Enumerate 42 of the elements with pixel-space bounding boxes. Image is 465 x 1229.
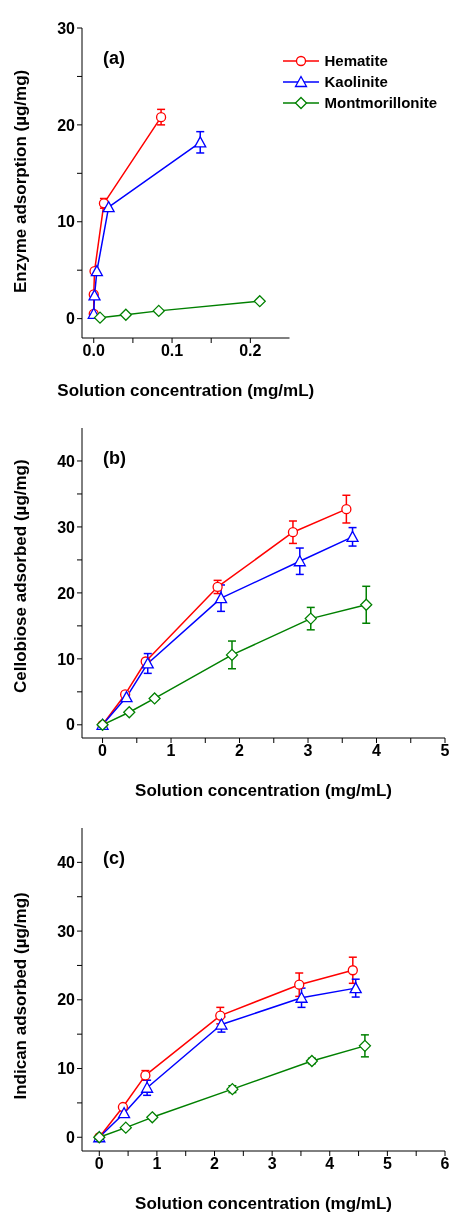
y-axis-title: Indican adsorbed (µg/mg) [11, 892, 31, 1100]
x-tick-label: 5 [440, 742, 450, 760]
y-tick-label: 10 [57, 213, 76, 231]
annotation: (a) [103, 48, 125, 69]
x-tick-label: 2 [210, 1155, 220, 1173]
y-axis-title: Enzyme adsorption (µg/mg) [11, 69, 31, 293]
y-tick-label: 40 [57, 452, 76, 470]
x-axis-title: Solution concentration (mg/mL) [57, 381, 315, 400]
x-tick-label: 0.0 [82, 342, 105, 360]
y-tick-label: 0 [66, 716, 76, 734]
y-tick-label: 0 [66, 310, 76, 328]
x-tick-label: 6 [440, 1155, 450, 1173]
x-tick-label: 3 [267, 1155, 277, 1173]
x-tick-label: 4 [372, 742, 382, 760]
x-tick-label: 1 [166, 742, 176, 760]
x-tick-label: 5 [382, 1155, 392, 1173]
x-tick-label: 2 [235, 742, 245, 760]
y-tick-label: 30 [57, 518, 76, 536]
y-tick-label: 20 [57, 991, 76, 1009]
x-tick-label: 4 [325, 1155, 335, 1173]
x-tick-label: 0.2 [239, 342, 262, 360]
x-axis-title: Solution concentration (mg/mL) [135, 781, 392, 800]
x-axis-title: Solution concentration (mg/mL) [135, 1194, 392, 1213]
legend-label: Kaolinite [324, 73, 388, 90]
legend-label: Montmorillonite [324, 94, 437, 111]
x-tick-label: 0 [94, 1155, 104, 1173]
y-tick-label: 0 [66, 1128, 76, 1146]
x-tick-label: 3 [303, 742, 313, 760]
y-tick-label: 40 [57, 854, 76, 872]
y-tick-label: 30 [57, 922, 76, 940]
legend-label: Hematite [324, 52, 388, 69]
y-tick-label: 10 [57, 1060, 76, 1078]
annotation: (c) [103, 848, 125, 869]
x-tick-label: 0 [98, 742, 108, 760]
annotation: (b) [103, 448, 126, 469]
x-tick-label: 0.1 [160, 342, 184, 360]
y-tick-label: 20 [57, 584, 76, 602]
y-axis-title: Cellobiose adsorbed (µg/mg) [11, 459, 31, 693]
y-tick-label: 30 [57, 19, 76, 37]
y-tick-label: 20 [57, 116, 76, 134]
y-tick-label: 10 [57, 650, 76, 668]
x-tick-label: 1 [152, 1155, 162, 1173]
